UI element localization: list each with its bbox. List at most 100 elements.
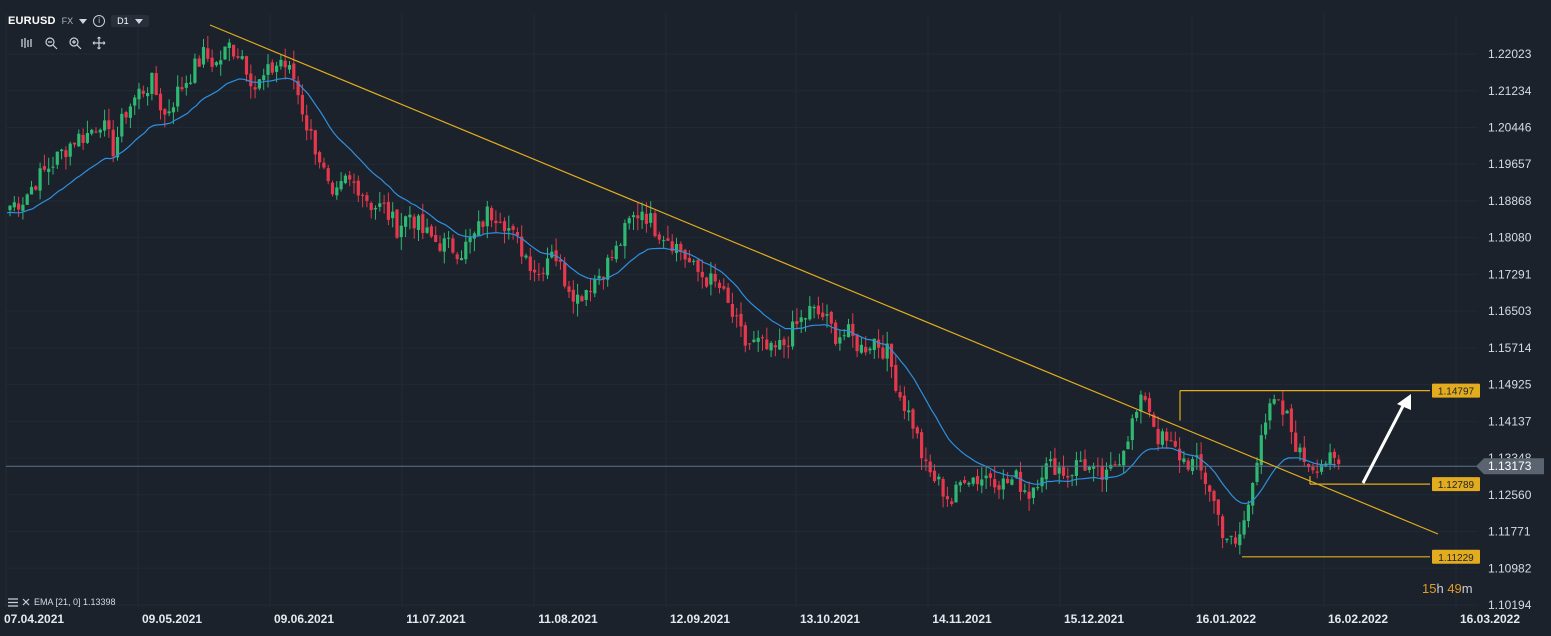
candle[interactable]	[795, 308, 799, 330]
candle[interactable]	[902, 386, 906, 420]
candle[interactable]	[932, 464, 937, 483]
candle[interactable]	[872, 338, 876, 359]
candle[interactable]	[442, 232, 446, 264]
candle[interactable]	[180, 76, 184, 92]
candle[interactable]	[1049, 451, 1053, 468]
candle[interactable]	[309, 119, 313, 140]
candle[interactable]	[739, 302, 743, 337]
candle[interactable]	[1208, 484, 1212, 502]
candle[interactable]	[1178, 437, 1182, 473]
candle[interactable]	[287, 60, 292, 74]
candle[interactable]	[1169, 431, 1173, 442]
candle[interactable]	[141, 85, 145, 98]
candle[interactable]	[395, 209, 399, 240]
candle[interactable]	[730, 292, 734, 324]
candle[interactable]	[219, 50, 223, 76]
candle[interactable]	[1294, 420, 1298, 452]
candle[interactable]	[558, 254, 562, 270]
candle[interactable]	[877, 329, 881, 359]
candle[interactable]	[541, 267, 545, 282]
candle[interactable]	[176, 75, 180, 112]
candle[interactable]	[588, 278, 593, 302]
settings-icon[interactable]	[8, 597, 18, 607]
candle[interactable]	[1113, 460, 1117, 467]
price-level-tag[interactable]: 1.12789	[1432, 477, 1480, 492]
candle[interactable]	[1096, 457, 1100, 477]
candle[interactable]	[408, 206, 412, 230]
candle[interactable]	[838, 330, 842, 351]
candle[interactable]	[748, 343, 752, 350]
candle[interactable]	[1104, 462, 1109, 492]
candle[interactable]	[1302, 436, 1306, 467]
candle[interactable]	[270, 59, 274, 76]
candle[interactable]	[1130, 414, 1134, 451]
candle[interactable]	[1092, 462, 1096, 482]
candle[interactable]	[455, 251, 459, 265]
candle[interactable]	[223, 46, 227, 60]
candle[interactable]	[1074, 451, 1078, 486]
candle[interactable]	[507, 215, 511, 240]
candle[interactable]	[1100, 458, 1104, 492]
candle[interactable]	[335, 181, 339, 200]
candle[interactable]	[1328, 443, 1332, 471]
candle[interactable]	[825, 304, 829, 328]
candle[interactable]	[765, 327, 769, 351]
candle[interactable]	[885, 331, 889, 372]
candle[interactable]	[537, 262, 541, 281]
candle[interactable]	[803, 317, 808, 332]
candle[interactable]	[545, 247, 550, 280]
candle[interactable]	[352, 173, 356, 194]
candle[interactable]	[103, 109, 107, 137]
candle[interactable]	[1122, 449, 1126, 474]
candle[interactable]	[705, 276, 709, 288]
candle[interactable]	[636, 202, 640, 231]
candle[interactable]	[773, 340, 777, 357]
candle[interactable]	[451, 234, 455, 255]
candle[interactable]	[481, 220, 485, 235]
candle[interactable]	[769, 340, 773, 358]
candle[interactable]	[343, 173, 347, 185]
candle[interactable]	[193, 53, 197, 84]
candle[interactable]	[1229, 535, 1233, 545]
candle[interactable]	[533, 260, 537, 282]
candle[interactable]	[649, 201, 653, 228]
candle[interactable]	[627, 215, 631, 230]
candle[interactable]	[399, 212, 403, 250]
candle[interactable]	[1018, 461, 1023, 501]
candle[interactable]	[425, 218, 429, 235]
candle[interactable]	[25, 193, 29, 205]
candle[interactable]	[378, 191, 382, 212]
candle[interactable]	[1079, 451, 1083, 462]
candle[interactable]	[1259, 424, 1263, 474]
candle[interactable]	[1031, 487, 1035, 505]
candle[interactable]	[305, 104, 309, 141]
candle[interactable]	[55, 151, 59, 169]
candle[interactable]	[666, 225, 670, 241]
candle[interactable]	[606, 254, 610, 287]
chart-type-icon[interactable]	[20, 36, 34, 50]
candle[interactable]	[240, 49, 244, 61]
candle[interactable]	[429, 224, 433, 239]
candle[interactable]	[42, 154, 46, 172]
candle[interactable]	[911, 407, 915, 439]
candle[interactable]	[210, 49, 214, 72]
candle[interactable]	[670, 234, 674, 255]
candle[interactable]	[361, 192, 365, 208]
candle[interactable]	[1023, 483, 1027, 494]
candle[interactable]	[111, 120, 115, 163]
candle[interactable]	[184, 75, 188, 96]
candle[interactable]	[640, 202, 644, 229]
candle[interactable]	[717, 279, 722, 294]
candle[interactable]	[1061, 455, 1066, 480]
candle[interactable]	[464, 229, 468, 264]
candle[interactable]	[554, 238, 558, 267]
candle[interactable]	[214, 61, 218, 67]
candle[interactable]	[391, 202, 395, 228]
candle[interactable]	[515, 227, 519, 244]
candle[interactable]	[404, 215, 408, 238]
candle[interactable]	[907, 400, 911, 421]
candle[interactable]	[197, 55, 201, 67]
candle[interactable]	[72, 142, 77, 148]
candle[interactable]	[257, 79, 261, 91]
